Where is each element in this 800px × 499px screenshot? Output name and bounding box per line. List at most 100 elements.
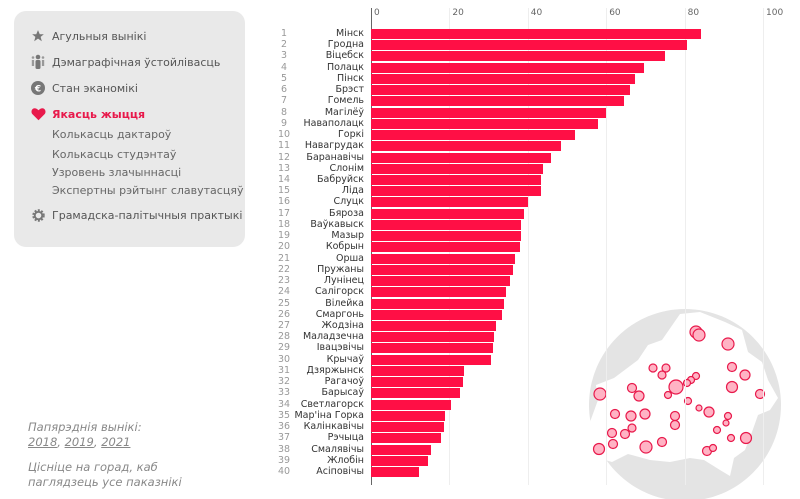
city-label[interactable]: Мар'іна Горка (294, 409, 364, 421)
bar[interactable] (371, 40, 687, 51)
city-marker[interactable] (626, 382, 638, 394)
city-label[interactable]: Гродна (327, 39, 364, 51)
bar[interactable] (371, 422, 444, 433)
city-row[interactable]: 6 Брэст (0, 84, 800, 96)
city-marker[interactable] (657, 370, 667, 380)
city-label[interactable]: Пружаны (317, 263, 364, 275)
bar[interactable] (371, 219, 522, 230)
city-marker[interactable] (619, 428, 631, 440)
city-label[interactable]: Гомель (327, 95, 364, 107)
city-row[interactable]: 12 Баранавічы (0, 152, 800, 164)
bar[interactable] (371, 141, 562, 152)
city-label[interactable]: Ваўкавыск (310, 218, 364, 230)
city-marker[interactable] (633, 390, 645, 402)
bar[interactable] (371, 186, 542, 197)
city-label[interactable]: Жодзіна (321, 319, 364, 331)
city-row[interactable]: 33 Барысаў (0, 387, 800, 399)
city-label[interactable]: Светлагорск (300, 398, 364, 410)
bar[interactable] (371, 320, 497, 331)
city-row[interactable]: 32 Рагачоў (0, 376, 800, 388)
city-label[interactable]: Івацэвічы (316, 342, 364, 354)
city-row[interactable]: 16 Слуцк (0, 196, 800, 208)
city-row[interactable]: 17 Бяроза (0, 208, 800, 220)
city-row[interactable]: 25 Вілейка (0, 298, 800, 310)
city-row[interactable]: 21 Орша (0, 253, 800, 265)
bar[interactable] (371, 73, 635, 84)
city-marker[interactable] (692, 328, 706, 342)
bar[interactable] (371, 410, 446, 421)
city-marker[interactable] (739, 431, 753, 445)
city-row[interactable]: 18 Ваўкавыск (0, 219, 800, 231)
city-label[interactable]: Дзяржынск (306, 364, 364, 376)
sidebar-item-economy[interactable]: € Стан эканомікі (30, 80, 138, 96)
city-label[interactable]: Віцебск (325, 50, 364, 62)
bar[interactable] (371, 298, 504, 309)
city-label[interactable]: Мінск (335, 28, 364, 39)
bar[interactable] (371, 51, 665, 62)
city-marker[interactable] (656, 436, 668, 448)
city-row[interactable]: 10 Горкі (0, 129, 800, 141)
city-marker[interactable] (663, 390, 673, 400)
city-label[interactable]: Баранавічы (306, 151, 364, 163)
city-label[interactable]: Полацк (326, 61, 364, 73)
city-row[interactable]: 35 Мар'іна Горка (0, 410, 800, 422)
bar[interactable] (371, 343, 493, 354)
city-row[interactable]: 22 Пружаны (0, 264, 800, 276)
city-marker[interactable] (607, 438, 619, 450)
city-row[interactable]: 5 Пінск (0, 73, 800, 85)
bar[interactable] (371, 399, 451, 410)
city-label[interactable]: Крычаў (326, 353, 364, 365)
link-2018[interactable]: 2018 (28, 435, 58, 449)
bar[interactable] (371, 208, 524, 219)
city-marker[interactable] (661, 363, 671, 373)
city-marker[interactable] (723, 411, 733, 421)
bar[interactable] (371, 276, 511, 287)
city-row[interactable]: 7 Гомель (0, 95, 800, 107)
city-label[interactable]: Жлобін (327, 454, 364, 466)
city-row[interactable]: 23 Лунінец (0, 275, 800, 287)
link-2021[interactable]: 2021 (101, 435, 131, 449)
subitem-students[interactable]: Колькасць студэнтаў (52, 148, 177, 161)
bar[interactable] (371, 264, 513, 275)
city-marker[interactable] (593, 387, 607, 401)
city-label[interactable]: Калінкавічы (303, 421, 364, 433)
bar[interactable] (371, 29, 702, 39)
city-label[interactable]: Салігорск (315, 286, 364, 298)
city-label[interactable]: Маладзечна (302, 331, 364, 343)
city-row[interactable]: 8 Магілёў (0, 107, 800, 119)
city-row[interactable]: 38 Смалявічы (0, 444, 800, 456)
sidebar-item-civic[interactable]: Грамадска-палітычныя практыкі (30, 207, 242, 223)
city-label[interactable]: Ліда (341, 185, 364, 197)
bar[interactable] (371, 365, 464, 376)
bar[interactable] (371, 377, 464, 388)
bar[interactable] (371, 253, 515, 264)
city-marker[interactable] (648, 363, 658, 373)
city-label[interactable]: Слуцк (333, 196, 364, 208)
city-label[interactable]: Орша (335, 252, 364, 264)
city-marker[interactable] (708, 443, 718, 453)
city-row[interactable]: 9 Наваполацк (0, 118, 800, 130)
city-marker[interactable] (606, 427, 618, 439)
city-label[interactable]: Бабруйск (317, 173, 364, 185)
city-marker[interactable] (703, 406, 715, 418)
city-marker[interactable] (668, 379, 684, 395)
sidebar-item-overall[interactable]: Агульныя вынікі (30, 28, 146, 44)
city-label[interactable]: Кобрын (325, 241, 364, 253)
city-marker[interactable] (627, 423, 637, 433)
city-row[interactable]: 15 Ліда (0, 185, 800, 197)
bar[interactable] (371, 433, 442, 444)
sidebar-item-quality-of-life[interactable]: Якасць жыцця (30, 106, 145, 122)
city-label[interactable]: Навагрудак (304, 140, 364, 152)
city-row[interactable]: 34 Светлагорск (0, 399, 800, 411)
city-marker[interactable] (695, 404, 703, 412)
city-label[interactable]: Брэст (335, 84, 364, 96)
city-row[interactable]: 27 Жодзіна (0, 320, 800, 332)
city-marker[interactable] (609, 408, 621, 420)
city-marker[interactable] (592, 442, 606, 456)
city-label[interactable]: Рагачоў (324, 376, 364, 388)
city-label[interactable]: Магілёў (324, 106, 364, 118)
city-row[interactable]: 30 Крычаў (0, 354, 800, 366)
city-row[interactable]: 2 Гродна (0, 39, 800, 51)
city-label[interactable]: Смаргонь (315, 308, 364, 320)
city-label[interactable]: Барысаў (321, 387, 364, 399)
